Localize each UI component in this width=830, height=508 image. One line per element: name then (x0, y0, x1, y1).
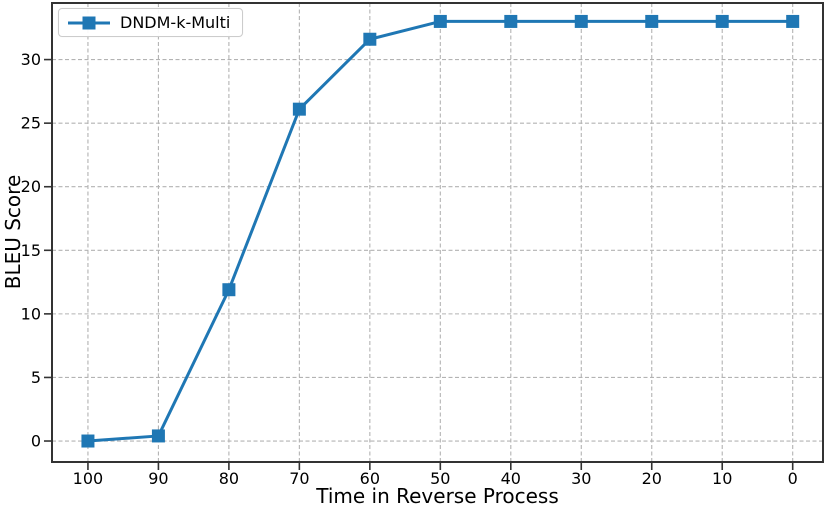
y-tick-label: 5 (31, 368, 41, 387)
x-axis-label: Time in Reverse Process (316, 484, 559, 508)
y-tick-label: 10 (21, 304, 41, 323)
y-tick-label: 25 (21, 114, 41, 133)
data-point-marker (363, 32, 377, 46)
x-tick-label: 80 (219, 469, 239, 488)
x-tick-label: 40 (501, 469, 521, 488)
plot-border (51, 2, 824, 463)
legend-line-marker-icon (68, 16, 110, 29)
x-tick-label: 90 (148, 469, 168, 488)
x-tick-label: 60 (360, 469, 380, 488)
x-tick-label: 30 (571, 469, 591, 488)
data-point-marker (786, 14, 800, 28)
data-point-marker (504, 14, 518, 28)
legend: DNDM-k-Multi (58, 8, 244, 37)
y-tick-label: 0 (31, 432, 41, 451)
y-tick-label: 15 (21, 241, 41, 260)
data-point-marker (151, 429, 165, 443)
x-tick-label: 20 (642, 469, 662, 488)
x-tick-label: 70 (289, 469, 309, 488)
x-tick-label: 10 (712, 469, 732, 488)
data-point-marker (645, 14, 659, 28)
y-tick-label: 20 (21, 177, 41, 196)
data-point-marker (715, 14, 729, 28)
y-tick-label: 30 (21, 50, 41, 69)
data-point-marker (81, 434, 95, 448)
x-tick-label: 100 (73, 469, 104, 488)
legend-item-label: DNDM-k-Multi (120, 13, 231, 32)
y-axis-label: BLEU Score (1, 174, 25, 290)
data-point-marker (292, 102, 306, 116)
data-point-marker (574, 14, 588, 28)
data-point-marker (222, 283, 236, 297)
x-tick-label: 50 (430, 469, 450, 488)
data-point-marker (433, 14, 447, 28)
x-tick-label: 0 (788, 469, 798, 488)
